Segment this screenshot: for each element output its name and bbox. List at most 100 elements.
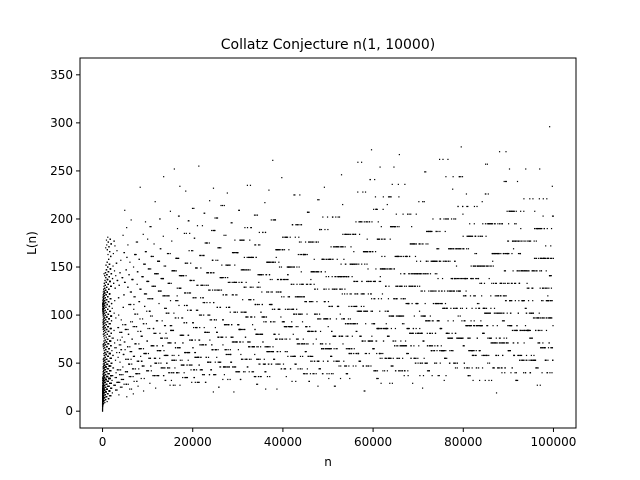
scatter-point — [415, 273, 416, 274]
scatter-point — [214, 217, 215, 218]
scatter-point — [280, 316, 281, 317]
scatter-point — [149, 268, 150, 269]
scatter-point — [415, 256, 416, 257]
scatter-point — [257, 334, 258, 335]
scatter-point — [331, 331, 332, 332]
scatter-point — [388, 286, 389, 287]
scatter-point — [323, 259, 324, 260]
scatter-point — [397, 298, 398, 299]
scatter-point — [371, 149, 372, 150]
scatter-point — [151, 286, 152, 287]
scatter-point — [290, 309, 291, 310]
scatter-point — [107, 237, 108, 238]
scatter-point — [116, 347, 117, 348]
scatter-point — [169, 372, 170, 373]
scatter-point — [200, 267, 201, 268]
scatter-point — [341, 276, 342, 277]
scatter-point — [215, 327, 216, 328]
scatter-point — [304, 296, 305, 297]
scatter-point — [419, 286, 420, 287]
scatter-point — [402, 370, 403, 371]
scatter-point — [179, 275, 180, 276]
scatter-point — [121, 374, 122, 375]
scatter-point — [202, 374, 203, 375]
scatter-point — [410, 358, 411, 359]
scatter-point — [275, 219, 276, 220]
scatter-point — [382, 353, 383, 354]
scatter-point — [226, 349, 227, 350]
scatter-point — [357, 293, 358, 294]
scatter-point — [122, 235, 123, 236]
scatter-point — [111, 358, 112, 359]
scatter-point — [106, 384, 107, 385]
scatter-point — [367, 239, 368, 240]
scatter-point — [325, 301, 326, 302]
scatter-point — [439, 303, 440, 304]
scatter-point — [427, 261, 428, 262]
scatter-point — [158, 273, 159, 274]
scatter-point — [295, 224, 296, 225]
scatter-point — [235, 252, 236, 253]
scatter-point — [107, 254, 108, 255]
scatter-point — [112, 265, 113, 266]
scatter-point — [154, 375, 155, 376]
scatter-point — [423, 340, 424, 341]
scatter-point — [429, 320, 430, 321]
scatter-point — [296, 309, 297, 310]
scatter-point — [293, 284, 294, 285]
scatter-point — [120, 272, 121, 273]
scatter-point — [143, 234, 144, 235]
scatter-point — [372, 340, 373, 341]
scatter-point — [111, 243, 112, 244]
scatter-point — [194, 369, 195, 370]
scatter-point — [355, 293, 356, 294]
scatter-point — [106, 287, 107, 288]
scatter-point — [285, 368, 286, 369]
scatter-point — [357, 162, 358, 163]
scatter-point — [185, 191, 186, 192]
scatter-point — [236, 294, 237, 295]
scatter-point — [436, 350, 437, 351]
scatter-point — [105, 387, 106, 388]
scatter-point — [278, 363, 279, 364]
scatter-point — [105, 339, 106, 340]
scatter-point — [191, 250, 192, 251]
scatter-point — [367, 251, 368, 252]
scatter-point — [306, 343, 307, 344]
scatter-point — [387, 204, 388, 205]
scatter-point — [182, 275, 183, 276]
scatter-point — [124, 341, 125, 342]
scatter-point — [291, 381, 292, 382]
scatter-point — [106, 341, 107, 342]
scatter-point — [289, 309, 290, 310]
scatter-point — [388, 311, 389, 312]
scatter-point — [281, 177, 282, 178]
scatter-point — [194, 377, 195, 378]
scatter-point — [441, 290, 442, 291]
scatter-point — [165, 265, 166, 266]
scatter-point — [104, 320, 105, 321]
scatter-point — [335, 216, 336, 217]
scatter-point — [417, 273, 418, 274]
scatter-point — [300, 356, 301, 357]
scatter-point — [226, 354, 227, 355]
scatter-point — [196, 327, 197, 328]
scatter-point — [195, 339, 196, 340]
scatter-point — [317, 199, 318, 200]
scatter-point — [357, 191, 358, 192]
scatter-point — [292, 224, 293, 225]
scatter-point — [304, 343, 305, 344]
scatter-point — [292, 326, 293, 327]
scatter-point — [245, 359, 246, 360]
scatter-point — [233, 294, 234, 295]
scatter-point — [346, 348, 347, 349]
scatter-point — [106, 396, 107, 397]
scatter-point — [260, 359, 261, 360]
scatter-point — [132, 339, 133, 340]
scatter-point — [398, 196, 399, 197]
scatter-point — [422, 201, 423, 202]
scatter-point — [226, 337, 227, 338]
scatter-point — [164, 295, 165, 296]
scatter-point — [119, 352, 120, 353]
scatter-point — [324, 289, 325, 290]
